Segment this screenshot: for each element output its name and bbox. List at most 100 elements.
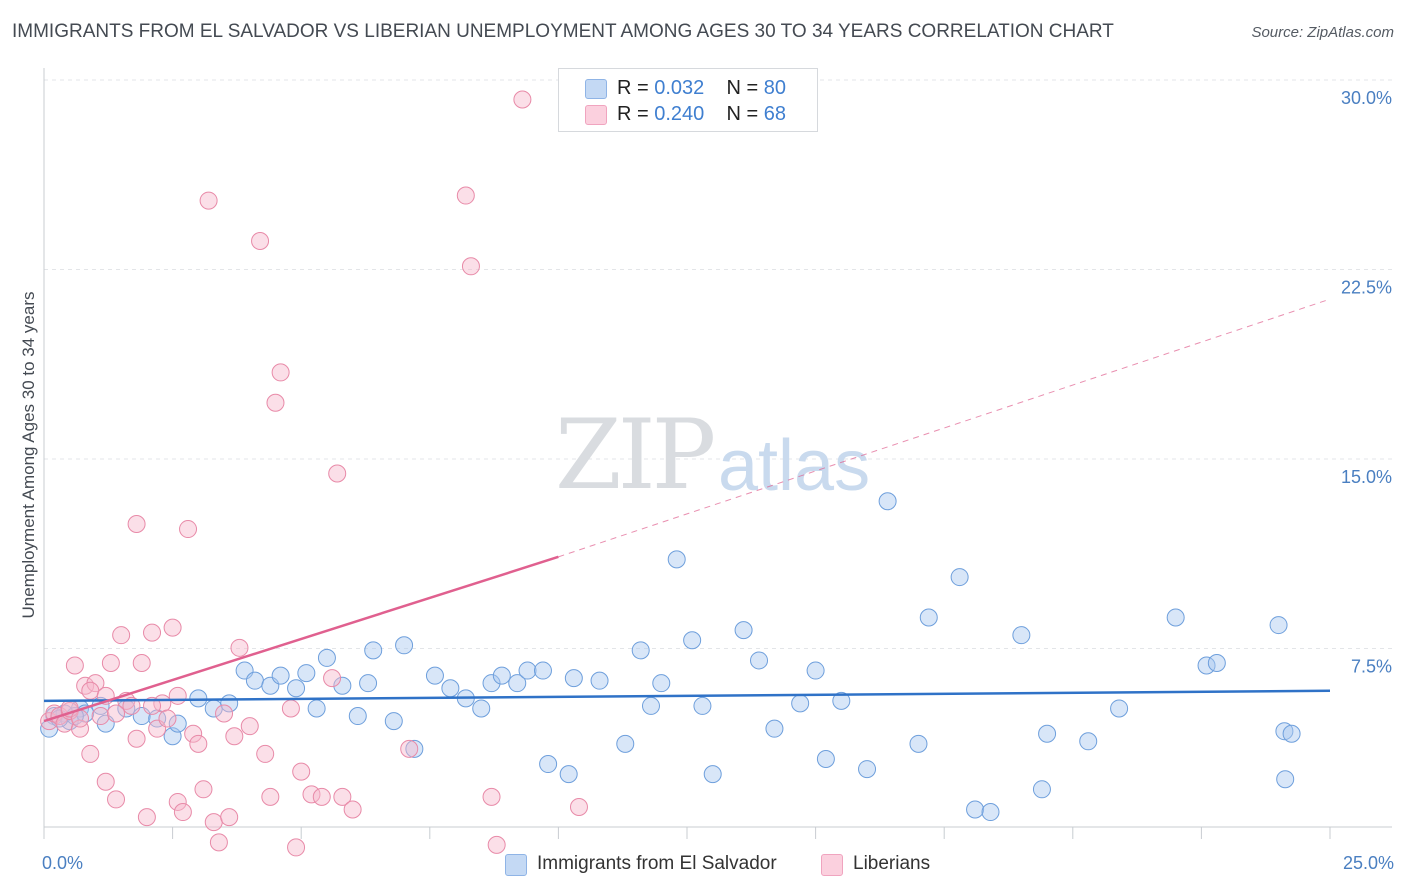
point-el-salvador <box>832 691 851 710</box>
point-el-salvador <box>1269 616 1288 635</box>
point-liberians <box>225 727 244 746</box>
point-el-salvador <box>1282 724 1301 743</box>
source-label: Source: ZipAtlas.com <box>1251 24 1394 41</box>
point-el-salvador <box>271 666 290 685</box>
point-el-salvador <box>245 671 264 690</box>
point-el-salvador <box>878 492 897 511</box>
point-el-salvador <box>703 765 722 784</box>
point-el-salvador <box>472 699 491 718</box>
legend-label-el-salvador: Immigrants from El Salvador <box>537 853 777 874</box>
stats-swatch-liberians <box>585 105 607 125</box>
point-liberians <box>323 669 342 688</box>
point-liberians <box>456 186 475 205</box>
point-el-salvador <box>1012 626 1031 645</box>
trend-line-liberians-extension <box>558 298 1331 558</box>
y-tick-label: 7.5% <box>1351 657 1392 677</box>
point-liberians <box>292 762 311 781</box>
point-el-salvador <box>395 636 414 655</box>
point-el-salvador <box>1032 780 1051 799</box>
trend-lines <box>43 298 1331 723</box>
point-liberians <box>158 709 177 728</box>
point-liberians <box>281 699 300 718</box>
point-el-salvador <box>317 648 336 667</box>
point-liberians <box>194 780 213 799</box>
point-liberians <box>230 638 249 657</box>
point-liberians <box>107 790 126 809</box>
point-liberians <box>132 653 151 672</box>
point-liberians <box>482 787 501 806</box>
point-liberians <box>266 393 285 412</box>
point-liberians <box>143 696 162 715</box>
x-tick-labels: 0.0% 25.0% <box>42 853 1394 873</box>
point-el-salvador <box>518 661 537 680</box>
stats-r-value: 0.240 <box>654 103 705 125</box>
point-el-salvador <box>765 719 784 738</box>
point-el-salvador <box>482 674 501 693</box>
point-el-salvador <box>1275 722 1294 741</box>
data-points <box>40 90 1301 857</box>
chart-title: IMMIGRANTS FROM EL SALVADOR VS LIBERIAN … <box>12 21 1114 42</box>
watermark-atlas: atlas <box>718 426 870 506</box>
point-liberians <box>163 618 182 637</box>
point-el-salvador <box>590 671 609 690</box>
point-liberians <box>251 232 270 251</box>
point-el-salvador <box>1110 699 1129 718</box>
point-liberians <box>71 719 90 738</box>
point-el-salvador <box>683 631 702 650</box>
stats-r-label: R = <box>617 77 649 99</box>
point-el-salvador <box>359 674 378 693</box>
point-liberians <box>65 656 84 675</box>
point-el-salvador <box>425 666 444 685</box>
stats-n-value: 80 <box>763 77 787 99</box>
point-liberians <box>513 90 532 109</box>
point-el-salvador <box>667 550 686 569</box>
point-el-salvador <box>333 676 352 695</box>
point-liberians <box>184 724 203 743</box>
point-el-salvador <box>441 679 460 698</box>
point-el-salvador <box>966 800 985 819</box>
point-el-salvador <box>564 669 583 688</box>
point-el-salvador <box>652 674 671 693</box>
point-liberians <box>569 797 588 816</box>
point-liberians <box>101 653 120 672</box>
point-liberians <box>333 787 352 806</box>
point-liberians <box>173 803 192 822</box>
stats-n-label: N = <box>726 77 759 99</box>
point-liberians <box>287 838 306 857</box>
point-el-salvador <box>1038 724 1057 743</box>
point-liberians <box>127 515 146 534</box>
watermark-zip: ZIP <box>555 399 714 511</box>
trend-line-liberians <box>43 555 559 723</box>
point-liberians <box>127 729 146 748</box>
point-el-salvador <box>508 674 527 693</box>
point-el-salvador <box>348 707 367 726</box>
point-el-salvador <box>693 696 712 715</box>
point-liberians <box>204 813 223 832</box>
point-liberians <box>271 363 290 382</box>
point-el-salvador <box>631 641 650 660</box>
point-el-salvador <box>1207 653 1226 672</box>
point-el-salvador <box>919 608 938 627</box>
point-liberians <box>487 835 506 854</box>
point-el-salvador <box>297 664 316 683</box>
point-el-salvador <box>539 755 558 774</box>
y-tick-label: 30.0% <box>1341 88 1392 108</box>
point-liberians <box>168 686 187 705</box>
point-liberians <box>343 800 362 819</box>
y-axis-label: Unemployment Among Ages 30 to 34 years <box>19 292 38 619</box>
point-el-salvador <box>734 621 753 640</box>
point-liberians <box>220 808 239 827</box>
point-liberians <box>122 696 141 715</box>
gridlines <box>44 79 1392 649</box>
point-el-salvador <box>1197 656 1216 675</box>
point-liberians <box>461 257 480 276</box>
point-liberians <box>112 626 131 645</box>
point-liberians <box>209 833 228 852</box>
trend-line-el-salvador <box>43 689 1331 703</box>
point-el-salvador <box>168 714 187 733</box>
point-liberians <box>179 520 198 539</box>
point-liberians <box>96 772 115 791</box>
point-liberians <box>215 704 234 723</box>
point-el-salvador <box>1166 608 1185 627</box>
